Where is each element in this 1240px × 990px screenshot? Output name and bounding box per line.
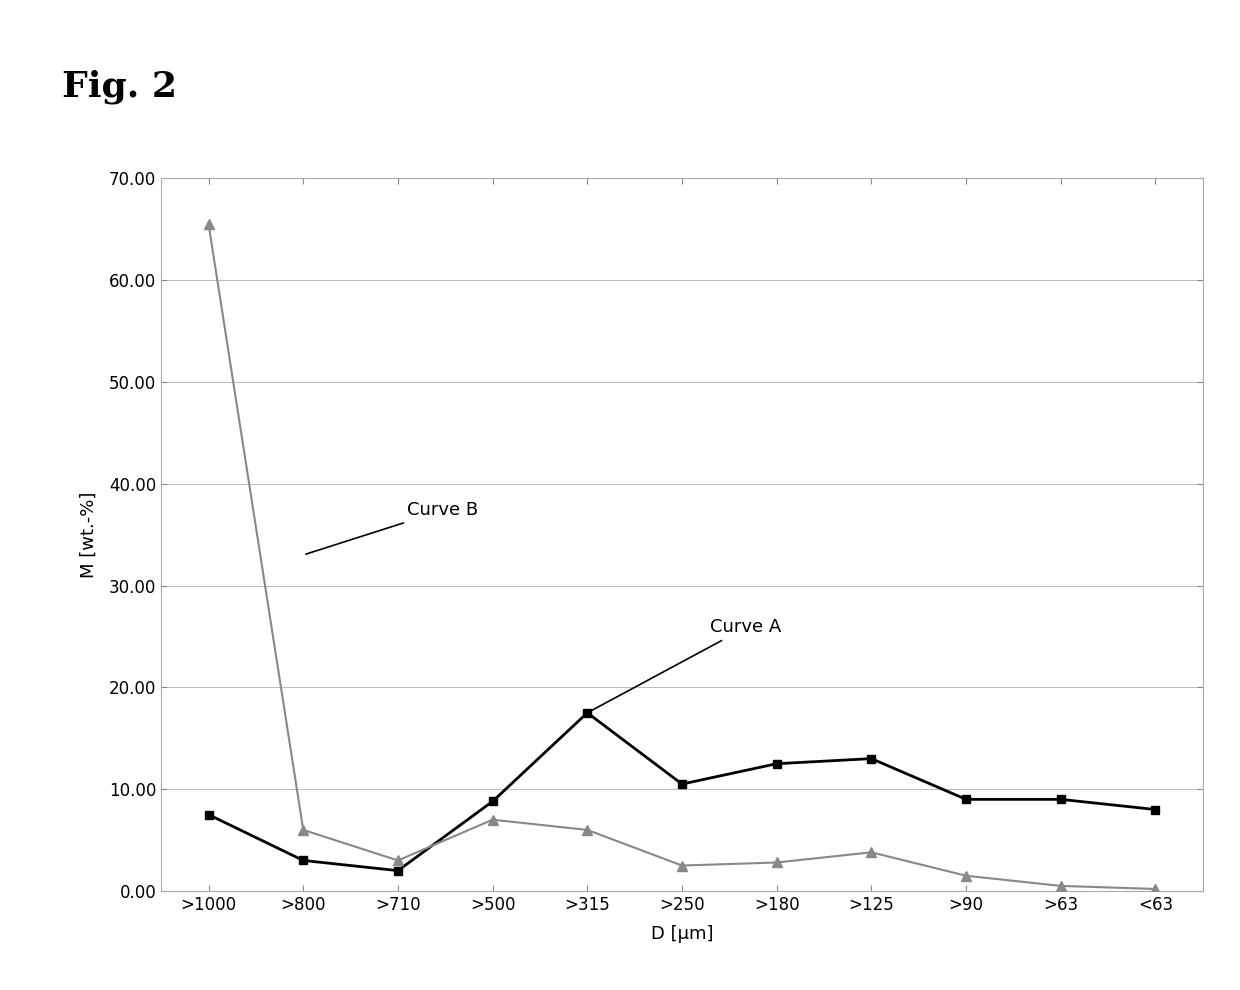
X-axis label: D [μm]: D [μm] [651,925,713,942]
Text: Curve B: Curve B [306,501,479,554]
Y-axis label: M [wt.-%]: M [wt.-%] [79,491,98,578]
Text: Curve A: Curve A [590,619,781,712]
Text: Fig. 2: Fig. 2 [62,69,177,104]
